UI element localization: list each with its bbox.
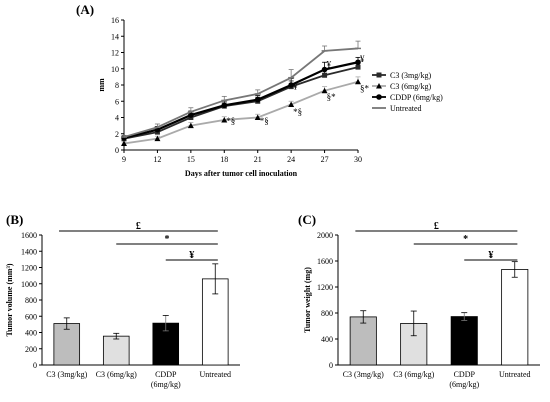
significance-label: £ — [136, 221, 141, 232]
significance-label: * — [463, 234, 468, 245]
data-point — [288, 101, 295, 107]
bar — [53, 323, 81, 366]
significance-marker: §* — [360, 83, 370, 93]
y-tick-label: 0 — [33, 361, 37, 370]
significance-label: * — [165, 234, 170, 245]
legend-label: CDDP (6mg/kg) — [390, 93, 443, 102]
x-tick-label: 12 — [153, 155, 161, 164]
data-point — [221, 102, 228, 109]
y-tick-label: 1600 — [317, 257, 333, 266]
x-axis-label: Days after tumor cell inoculation — [185, 169, 298, 178]
x-tick-label: 27 — [321, 155, 329, 164]
y-axis-label: Tumor volume (mm³) — [5, 263, 14, 336]
data-point — [254, 114, 261, 120]
data-point — [355, 59, 361, 66]
y-tick-label: 8 — [115, 81, 119, 90]
significance-marker: *§ — [260, 116, 269, 126]
y-tick-label: 16 — [111, 16, 119, 25]
bar — [102, 335, 130, 366]
y-tick-label: 1000 — [21, 280, 37, 289]
panel-c-bar-chart: (C) 0 400 800 1200 1600 2000 Tumor weight (mg) C… — [298, 212, 540, 389]
significance-marker: *§ — [293, 107, 302, 117]
data-point — [321, 87, 328, 94]
legend-marker — [376, 94, 382, 100]
y-tick-label: 6 — [115, 97, 119, 106]
y-tick-label: 400 — [25, 329, 37, 338]
x-tick-label: CDDP (6mg/kg) — [449, 370, 479, 389]
x-tick-label: Untreated — [499, 370, 531, 379]
x-tick-label: 18 — [220, 155, 228, 164]
y-tick-label: 1200 — [317, 283, 333, 292]
x-tick-label: C3 (3mg/kg) — [343, 370, 384, 379]
y-tick-label: 0 — [329, 361, 333, 370]
y-tick-label: 12 — [111, 49, 119, 58]
panel-label: (B) — [6, 212, 23, 227]
y-tick-label: 600 — [25, 312, 37, 321]
significance-marker: ¥ — [360, 54, 365, 64]
data-point — [355, 64, 361, 70]
x-tick-label: C3 (3mg/kg) — [46, 370, 87, 379]
y-tick-label: 4 — [115, 114, 119, 123]
y-tick-label: 1600 — [21, 231, 37, 240]
bar — [501, 269, 529, 366]
x-tick-label: Untreated — [199, 370, 231, 379]
x-tick-label: 9 — [122, 155, 126, 164]
significance-marker: ¥ — [293, 82, 298, 92]
y-tick-label: 10 — [111, 65, 119, 74]
legend-marker — [376, 83, 382, 89]
series-line — [123, 61, 359, 139]
legend-label: C3 (3mg/kg) — [390, 71, 431, 80]
series-line — [123, 66, 359, 140]
y-tick-label: 2000 — [317, 231, 333, 240]
y-tick-label: 2 — [115, 130, 119, 139]
y-axis-label: Tumor weight (mg) — [303, 267, 312, 333]
data-point — [288, 82, 294, 88]
bar — [349, 316, 377, 366]
series-line — [123, 47, 359, 138]
y-tick-label: 400 — [321, 335, 333, 344]
legend-marker — [376, 72, 382, 78]
data-point — [121, 140, 127, 146]
panel-label: (C) — [298, 212, 316, 227]
data-point — [254, 96, 261, 103]
y-tick-label: 200 — [25, 345, 37, 354]
x-tick-label: C3 (6mg/kg) — [393, 370, 434, 379]
x-tick-label: 30 — [354, 155, 362, 164]
significance-label: ¥ — [189, 250, 194, 261]
x-tick-label: C3 (6mg/kg) — [96, 370, 137, 379]
significance-marker: §* — [327, 92, 337, 102]
data-point — [188, 112, 194, 118]
significance-label: ¥ — [488, 250, 493, 261]
bar — [450, 316, 478, 366]
significance-label: £ — [434, 221, 439, 232]
legend-label: C3 (6mg/kg) — [390, 82, 431, 91]
data-point — [321, 66, 328, 73]
x-tick-label: 24 — [287, 155, 295, 164]
y-axis-label: mm — [97, 78, 106, 92]
y-tick-label: 1200 — [21, 264, 37, 273]
bar — [201, 278, 229, 366]
data-point — [355, 78, 361, 85]
panel-b-bar-chart: (B) 0 200 400 600 800 1000 1200 1400 1600 Tumor vo… — [5, 212, 240, 389]
x-tick-label: 15 — [187, 155, 195, 164]
y-tick-label: 14 — [111, 32, 119, 41]
x-tick-label: 21 — [254, 155, 262, 164]
y-tick-label: 800 — [321, 309, 333, 318]
y-tick-label: 1400 — [21, 247, 37, 256]
y-tick-label: 0 — [115, 146, 119, 155]
x-tick-label: CDDP (6mg/kg) — [151, 370, 181, 389]
legend-label: Untreated — [390, 104, 422, 113]
significance-marker: ¥ — [327, 60, 332, 70]
data-point — [221, 116, 228, 123]
data-point — [322, 72, 328, 78]
panel-label: (A) — [76, 2, 94, 17]
data-point — [187, 122, 194, 129]
data-point — [154, 135, 161, 142]
significance-marker: *§ — [226, 116, 235, 126]
series-line — [123, 80, 359, 145]
y-tick-label: 800 — [25, 296, 37, 305]
